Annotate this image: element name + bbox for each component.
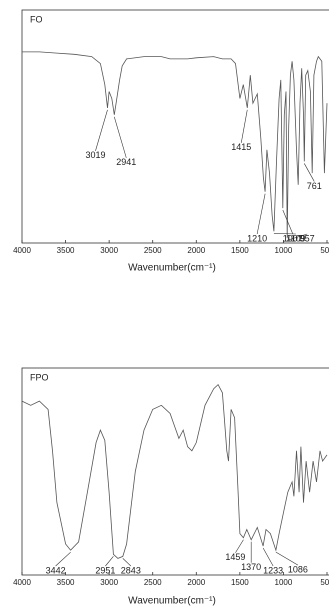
x-tick-label: 2500 <box>144 246 162 255</box>
annotation-arrow <box>262 547 274 567</box>
annotation-arrow <box>122 558 132 567</box>
x-tick-label: 4000 <box>13 578 31 587</box>
x-axis-label: Wavenumber(cm⁻¹) <box>128 596 216 607</box>
x-tick-label: 2000 <box>187 578 205 587</box>
panel-label: FO <box>30 14 43 24</box>
annotation-label: 1109 <box>286 233 305 243</box>
x-tick-label: 3500 <box>57 578 75 587</box>
annotation-label: 1233 <box>263 565 283 575</box>
annotation-arrow <box>235 539 244 553</box>
annotation-arrow <box>55 551 71 567</box>
spectrum-line <box>21 383 328 559</box>
x-tick-label: 1000 <box>275 246 293 255</box>
annotation-label: 1370 <box>241 562 261 572</box>
annotation-label: 2843 <box>121 565 141 575</box>
annotation-label: 2941 <box>116 157 136 167</box>
annotation-arrow <box>113 116 127 158</box>
annotation-label: 761 <box>307 181 322 191</box>
x-axis-label: Wavenumber(cm⁻¹) <box>128 263 216 274</box>
spectrum-line <box>22 51 328 239</box>
panel-label: FPO <box>30 372 49 382</box>
x-tick-label: 3000 <box>100 578 118 587</box>
annotation-arrow <box>282 209 294 235</box>
annotation-arrow <box>256 193 266 235</box>
annotation-label: 1459 <box>225 552 245 562</box>
x-tick-label: 3500 <box>57 246 75 255</box>
annotation-label: 1415 <box>231 142 251 152</box>
plot-frame <box>21 367 329 576</box>
annotation-label: 1086 <box>288 565 308 575</box>
annotation-arrow <box>240 109 248 143</box>
x-tick-label: 500 <box>320 578 329 587</box>
annotation-arrow <box>303 163 315 182</box>
annotation-arrow <box>273 233 296 235</box>
annotation-arrow <box>95 109 108 151</box>
annotation-label: 3019 <box>85 150 105 160</box>
annotation-arrow <box>275 551 299 566</box>
annotation-label: 3442 <box>46 565 66 575</box>
annotation-arrow <box>105 556 114 567</box>
x-tick-label: 4000 <box>13 246 31 255</box>
x-tick-label: 3000 <box>100 246 118 255</box>
annotation-label: 2951 <box>95 565 115 575</box>
x-tick-label: 1500 <box>231 246 249 255</box>
x-tick-label: 2500 <box>144 578 162 587</box>
x-tick-label: 1000 <box>275 578 293 587</box>
plot-frame <box>21 9 329 244</box>
annotation-label: 1210 <box>247 233 267 243</box>
x-tick-label: 1500 <box>231 578 249 587</box>
x-tick-label: 2000 <box>187 246 205 255</box>
annotation-arrow <box>287 233 308 241</box>
annotation-label: 957 <box>300 233 315 243</box>
x-tick-label: 500 <box>320 246 329 255</box>
